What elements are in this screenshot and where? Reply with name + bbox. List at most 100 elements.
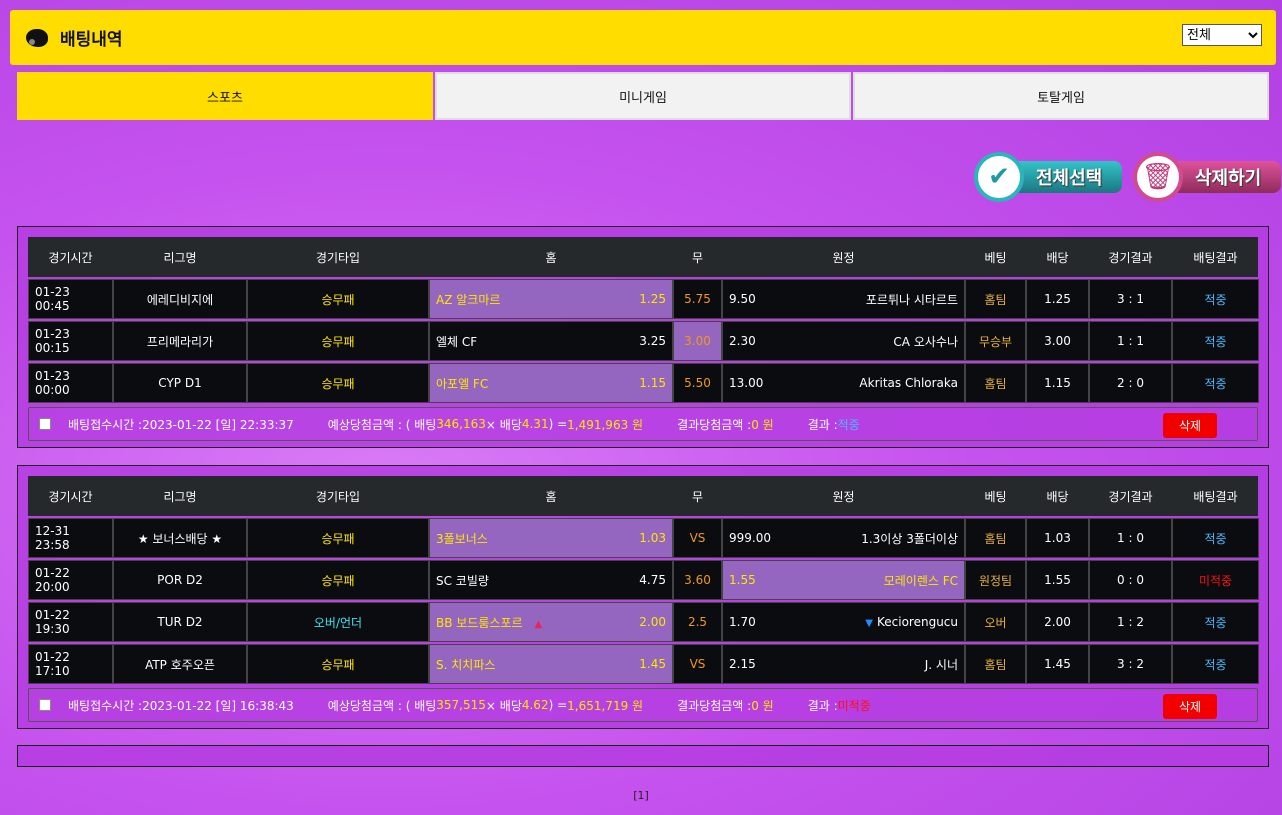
bet-slip: 경기시간 리그명 경기타입 홈 무 원정 베팅 배당 경기결과 배팅결과 01-23 00:45 에레… — [17, 226, 1269, 448]
home-team: AZ 알크마르 — [436, 292, 501, 307]
column-header: 배당 — [1046, 489, 1069, 504]
slip-result: 미적중 — [837, 698, 871, 713]
draw-cell[interactable]: 3.60 — [673, 560, 722, 600]
draw-cell[interactable]: 5.75 — [673, 279, 722, 319]
bet-result: 미적중 — [1172, 560, 1259, 600]
away-odds: 9.50 — [729, 292, 756, 306]
draw-cell[interactable]: 5.50 — [673, 363, 722, 403]
match-score: 3 : 2 — [1089, 644, 1172, 684]
slip-result: 적중 — [837, 417, 860, 432]
home-cell[interactable]: 엘체 CF 3.25 — [429, 321, 673, 361]
filter-select[interactable]: 전체 — [1182, 24, 1262, 46]
home-cell[interactable]: 3폴보너스 1.03 — [429, 518, 673, 558]
home-team: S. 치치파스 — [436, 657, 496, 672]
league-name: POR D2 — [113, 560, 247, 600]
game-type: 승무패 — [247, 518, 429, 558]
away-team-wrap: ▼ Keciorengucu — [865, 615, 958, 629]
away-cell[interactable]: 2.15 J. 시너 — [722, 644, 965, 684]
away-cell[interactable]: 13.00 Akritas Chloraka — [722, 363, 965, 403]
won-amount: 0 원 — [751, 417, 774, 432]
home-odds: 2.00 — [639, 615, 666, 629]
bet-odds: 1.55 — [1026, 560, 1089, 600]
away-odds: 1.55 — [729, 573, 756, 587]
bet-pick: 홈팀 — [965, 279, 1026, 319]
won-amount: 0 원 — [751, 698, 774, 713]
equals-label: ) = — [548, 698, 568, 712]
tab-minigame[interactable]: 미니게임 — [435, 72, 851, 120]
match-score: 0 : 0 — [1089, 560, 1172, 600]
bet-slip: 경기시간 리그명 경기타입 홈 무 원정 베팅 배당 경기결과 배팅결과 12-31 23:58 ★ … — [17, 465, 1269, 729]
away-odds: 2.15 — [729, 657, 756, 671]
tab-sports[interactable]: 스포츠 — [17, 72, 433, 120]
arrow-up-icon: ▲ — [534, 618, 543, 630]
away-cell[interactable]: 2.30 CA 오사수나 — [722, 321, 965, 361]
empty-panel — [17, 745, 1269, 767]
bet-pick: 홈팀 — [965, 363, 1026, 403]
column-header: 리그명 — [163, 489, 197, 504]
column-header: 경기시간 — [48, 489, 93, 504]
draw-cell[interactable]: 3.00 — [673, 321, 722, 361]
won-label: 결과당첨금액 : — [677, 698, 752, 713]
draw-cell[interactable]: VS — [673, 644, 722, 684]
bet-pick: 오버 — [965, 602, 1026, 642]
bet-time: 2023-01-22 [일] 16:38:43 — [142, 698, 294, 713]
home-odds: 1.03 — [639, 531, 666, 545]
away-cell[interactable]: 1.55 모레이렌스 FC — [722, 560, 965, 600]
away-team: 포르튀나 시타르트 — [865, 292, 958, 307]
match-time: 01-22 20:00 — [28, 560, 113, 600]
select-checkbox[interactable] — [39, 699, 51, 711]
away-cell[interactable]: 999.00 1.3이상 3폴더이상 — [722, 518, 965, 558]
league-name: 프리메라리가 — [113, 321, 247, 361]
total-odds: 4.62 — [521, 698, 549, 712]
arrow-down-icon: ▼ — [865, 618, 873, 629]
page-header: 배팅내역 전체 — [10, 10, 1276, 65]
home-cell[interactable]: SC 코빌량 4.75 — [429, 560, 673, 600]
away-team: Akritas Chloraka — [859, 376, 958, 390]
column-header: 배팅결과 — [1193, 250, 1238, 265]
column-header: 홈 — [545, 489, 557, 504]
tab-totalgame[interactable]: 토탈게임 — [853, 72, 1269, 120]
league-name: TUR D2 — [113, 602, 247, 642]
stake-amount: 357,515 — [436, 698, 486, 712]
delete-all-button[interactable]: 🗑 삭제하기 — [1133, 152, 1281, 202]
away-team-wrap: J. 시너 — [925, 656, 958, 673]
expected-label: 예상당첨금액 : ( 배팅 — [327, 417, 437, 432]
home-odds: 1.25 — [639, 292, 666, 306]
column-header: 원정 — [832, 250, 855, 265]
bet-time-label: 배팅접수시간 : — [68, 417, 143, 432]
check-icon: ✔ — [974, 152, 1024, 202]
away-cell[interactable]: 9.50 포르튀나 시타르트 — [722, 279, 965, 319]
tab-bar: 스포츠 미니게임 토탈게임 — [17, 72, 1269, 120]
select-all-button[interactable]: ✔ 전체선택 — [974, 152, 1122, 202]
game-type: 승무패 — [247, 363, 429, 403]
column-header: 경기시간 — [48, 250, 93, 265]
select-checkbox[interactable] — [39, 418, 51, 430]
bet-pick: 무승부 — [965, 321, 1026, 361]
bet-time-label: 배팅접수시간 : — [68, 698, 143, 713]
bet-result: 적중 — [1172, 363, 1259, 403]
home-cell[interactable]: S. 치치파스 1.45 — [429, 644, 673, 684]
pagination-current[interactable]: [1] — [633, 789, 649, 802]
league-name: 에레디비지에 — [113, 279, 247, 319]
table-row: 01-23 00:45 에레디비지에 승무패 AZ 알크마르 1.25 5.75 9.50 포… — [28, 279, 1259, 319]
delete-button[interactable]: 삭제 — [1163, 694, 1217, 719]
column-header: 리그명 — [163, 250, 197, 265]
draw-cell[interactable]: VS — [673, 518, 722, 558]
home-cell[interactable]: BB 보드룸스포르 ▲ 2.00 — [429, 602, 673, 642]
column-header: 베팅 — [984, 489, 1007, 504]
home-odds: 3.25 — [639, 334, 666, 348]
home-cell[interactable]: 아포엘 FC 1.15 — [429, 363, 673, 403]
times-label: × 배당 — [485, 698, 522, 713]
game-type: 오버/언더 — [247, 602, 429, 642]
home-cell[interactable]: AZ 알크마르 1.25 — [429, 279, 673, 319]
result-label: 결과 : — [807, 698, 838, 713]
table-row: 01-23 00:00 CYP D1 승무패 아포엘 FC 1.15 5.50 13.00 A… — [28, 363, 1259, 403]
bet-odds: 3.00 — [1026, 321, 1089, 361]
column-header: 경기타입 — [315, 250, 361, 265]
home-team: 엘체 CF — [436, 334, 478, 349]
table-row: 01-22 17:10 ATP 호주오픈 승무패 S. 치치파스 1.45 VS 2.15 J… — [28, 644, 1259, 684]
away-cell[interactable]: 1.70 ▼ Keciorengucu — [722, 602, 965, 642]
draw-cell[interactable]: 2.5 — [673, 602, 722, 642]
home-team: SC 코빌량 — [436, 573, 489, 588]
delete-button[interactable]: 삭제 — [1163, 413, 1217, 438]
